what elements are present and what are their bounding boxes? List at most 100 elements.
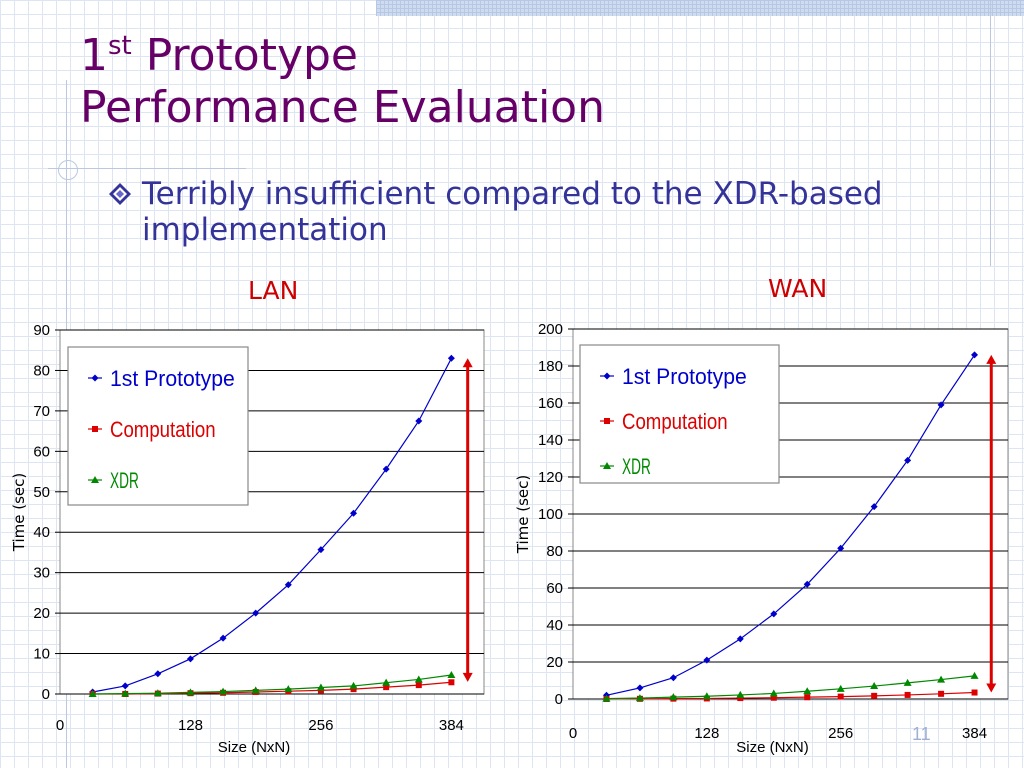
lan-data-point bbox=[382, 678, 391, 686]
wan-data-point bbox=[837, 544, 845, 552]
wan-data-point bbox=[770, 610, 778, 618]
wan-data-point bbox=[904, 456, 912, 464]
wan-x-tick-label: 0 bbox=[569, 725, 577, 742]
lan-data-point bbox=[415, 417, 423, 425]
lan-data-point bbox=[383, 684, 390, 691]
lan-data-point bbox=[154, 670, 162, 678]
lan-data-point bbox=[349, 681, 358, 689]
wan-series-line bbox=[606, 354, 976, 696]
lan-x-tick-label: 256 bbox=[308, 717, 333, 734]
wan-series-2 bbox=[602, 671, 979, 702]
lan-data-point bbox=[316, 683, 325, 691]
lan-gap-arrow-head-top bbox=[462, 358, 473, 368]
wan-legend-label: Computation bbox=[622, 409, 728, 434]
lan-data-point bbox=[121, 689, 130, 697]
wan-data-point bbox=[636, 684, 644, 692]
wan-legend-label: 1st Prototype bbox=[622, 364, 747, 389]
title-superscript: st bbox=[108, 31, 132, 61]
bullet-text: Terribly insufficient compared to the XD… bbox=[142, 176, 883, 248]
lan-data-point bbox=[447, 354, 455, 362]
wan-data-point bbox=[737, 695, 744, 702]
lan-y-tick-label: 30 bbox=[33, 565, 50, 582]
lan-data-point bbox=[186, 688, 195, 696]
wan-data-point bbox=[669, 693, 678, 701]
wan-y-tick-label: 0 bbox=[555, 691, 563, 708]
lan-data-point bbox=[88, 690, 97, 697]
title-number: 1 bbox=[80, 30, 108, 81]
wan-data-point bbox=[837, 693, 844, 700]
wan-y-tick-label: 140 bbox=[538, 432, 563, 449]
wan-legend-marker bbox=[604, 418, 610, 424]
wan-data-point bbox=[870, 682, 879, 690]
wan-data-point bbox=[971, 689, 978, 696]
lan-data-point bbox=[317, 546, 325, 554]
wan-y-tick-label: 200 bbox=[538, 321, 563, 338]
wan-data-point bbox=[736, 635, 744, 643]
wan-x-tick-label: 384 bbox=[962, 725, 987, 742]
wan-y-tick-label: 160 bbox=[538, 395, 563, 412]
lan-legend-label: Computation bbox=[110, 417, 216, 442]
wan-y-axis-label: Time (sec) bbox=[514, 475, 532, 554]
wan-data-point bbox=[871, 692, 878, 699]
wan-y-tick-label: 180 bbox=[538, 358, 563, 375]
lan-y-tick-label: 60 bbox=[33, 443, 50, 460]
lan-data-point bbox=[251, 686, 260, 694]
lan-x-tick-label: 384 bbox=[439, 717, 464, 734]
lan-x-tick-label: 0 bbox=[56, 717, 64, 734]
wan-x-tick-label: 256 bbox=[828, 725, 853, 742]
lan-data-point bbox=[382, 465, 390, 473]
wan-series-line bbox=[606, 691, 975, 700]
wan-data-point bbox=[602, 694, 611, 702]
wan-data-point bbox=[736, 690, 745, 698]
lan-chart-title: LAN bbox=[248, 276, 299, 305]
wan-legend-marker bbox=[603, 372, 611, 380]
wan-gap-arrow-head-top bbox=[986, 354, 997, 364]
wan-data-point bbox=[836, 684, 845, 692]
wan-y-tick-label: 100 bbox=[538, 506, 563, 523]
wan-data-point bbox=[938, 690, 945, 697]
wan-series-0 bbox=[602, 351, 979, 699]
wan-legend: 1st Prototype Computation XDR bbox=[579, 344, 780, 484]
title-line-2: Performance Evaluation bbox=[80, 82, 605, 133]
lan-series-2 bbox=[88, 670, 456, 697]
wan-data-point bbox=[903, 678, 912, 686]
lan-data-point bbox=[219, 634, 227, 642]
lan-y-tick-label: 80 bbox=[33, 362, 50, 379]
lan-data-point bbox=[284, 581, 292, 589]
lan-data-point bbox=[219, 687, 228, 695]
lan-y-tick-label: 10 bbox=[33, 646, 50, 663]
slide-title: 1st Prototype Performance Evaluation bbox=[80, 30, 605, 134]
title-rest: Prototype bbox=[131, 30, 359, 81]
lan-y-tick-label: 20 bbox=[33, 605, 50, 622]
lan-y-tick-label: 90 bbox=[33, 322, 50, 339]
lan-data-point bbox=[121, 682, 129, 690]
wan-gap-arrow-head-bottom bbox=[986, 683, 997, 693]
decor-line-horizontal bbox=[48, 168, 246, 169]
lan-series-line bbox=[92, 358, 452, 693]
slide-number: 11 bbox=[912, 724, 931, 744]
lan-gap-arrow-head-bottom bbox=[462, 672, 473, 682]
wan-data-point bbox=[904, 691, 911, 698]
wan-y-tick-label: 80 bbox=[546, 543, 563, 560]
wan-data-point bbox=[970, 671, 979, 679]
lan-data-point bbox=[414, 675, 423, 683]
wan-data-point bbox=[971, 351, 979, 359]
lan-chart: 0 10 20 30 40 50 60 70 80 90 0 128 256 384 Time (sec) S… bbox=[10, 322, 485, 756]
lan-data-point bbox=[153, 689, 162, 697]
wan-data-point bbox=[702, 692, 711, 700]
wan-data-point bbox=[870, 503, 878, 511]
wan-y-tick-label: 60 bbox=[546, 580, 563, 597]
lan-series-line bbox=[92, 674, 452, 695]
lan-data-point bbox=[350, 686, 357, 693]
lan-data-point bbox=[448, 679, 455, 686]
decor-line-right bbox=[990, 0, 991, 266]
wan-legend-box bbox=[579, 344, 780, 484]
lan-legend-label: XDR bbox=[110, 468, 139, 493]
lan-data-point bbox=[186, 655, 194, 663]
wan-legend-label: XDR bbox=[622, 454, 651, 479]
wan-y-tick-label: 120 bbox=[538, 469, 563, 486]
wan-data-point bbox=[937, 401, 945, 409]
lan-y-tick-label: 50 bbox=[33, 484, 50, 501]
lan-legend-label: 1st Prototype bbox=[110, 366, 235, 391]
